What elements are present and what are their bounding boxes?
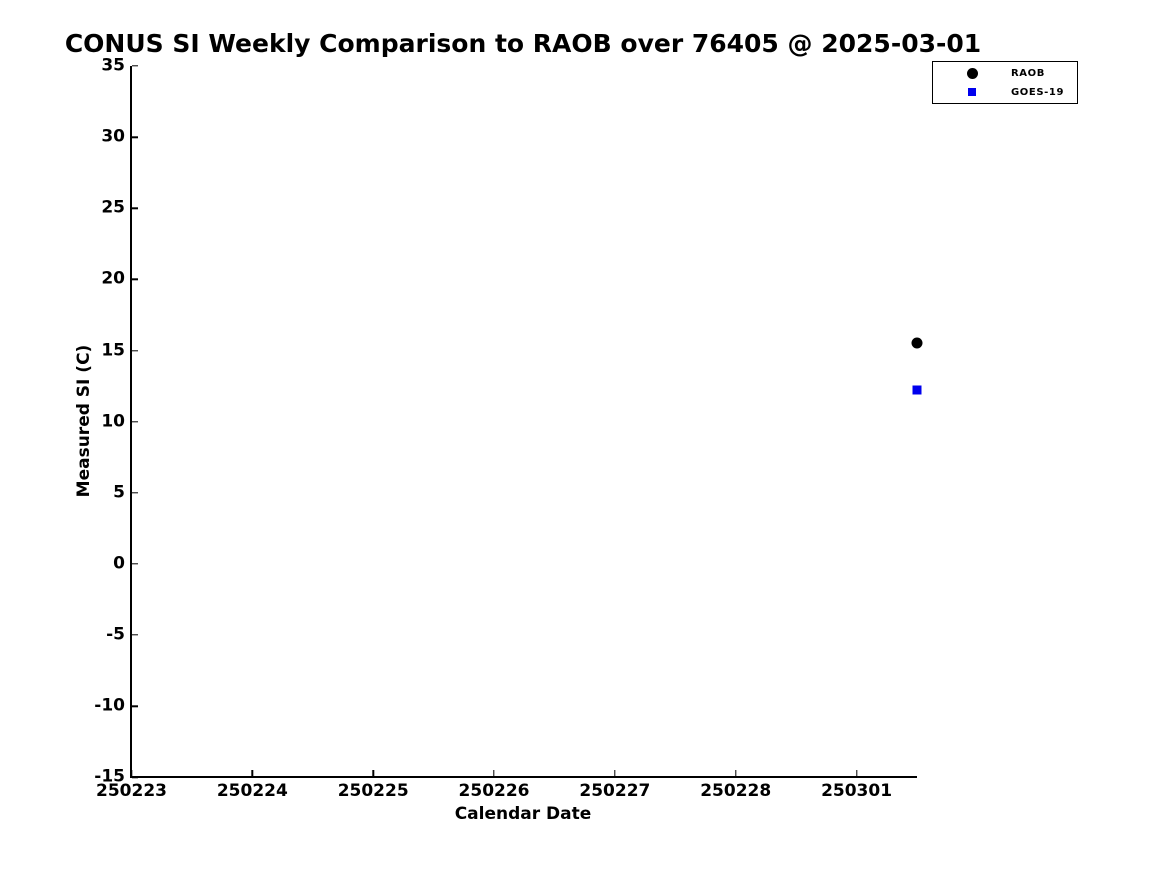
y-tick-label: 5 [113,482,125,503]
legend-label-raob: RAOB [1011,67,1045,79]
legend-label-goes-19: GOES-19 [1011,86,1065,98]
y-tick-label: 0 [113,553,125,574]
y-tick-mark [131,420,138,423]
raob-marker-box [966,67,978,79]
x-axis-line [130,776,918,778]
x-tick-label: 250227 [579,781,651,801]
x-tick-label: 250224 [216,781,288,801]
y-tick-mark [131,776,138,778]
goes-19-data-point [912,385,922,395]
y-tick-mark [131,634,138,636]
raob-circle-marker-icon [966,67,978,79]
chart-title: CONUS SI Weekly Comparison to RAOB over … [64,29,982,58]
y-tick-label: 35 [101,55,125,76]
y-tick-mark [131,136,138,138]
y-tick-mark [131,705,138,707]
x-tick-label: 250223 [96,781,167,801]
y-tick-label: 10 [101,411,125,432]
x-tick-mark [372,769,374,777]
y-tick-mark [131,65,138,67]
y-tick-label: -10 [94,695,125,716]
x-tick-label: 250228 [700,781,772,801]
y-tick-label: 25 [101,197,125,218]
raob-data-point [911,337,923,349]
goes-19-square-marker-icon [968,88,976,96]
legend-item-goes-19: GOES-19 [933,84,1077,100]
legend-item-raob: RAOB [933,65,1077,81]
x-tick-label: 250226 [458,781,530,801]
legend: RAOB GOES-19 [932,61,1078,104]
goes-19-marker-box [966,86,978,98]
x-tick-label: 250301 [821,781,893,801]
y-tick-mark [131,349,138,352]
y-axis-line [130,65,132,778]
x-tick-label: 250225 [337,781,409,801]
x-tick-mark [130,769,133,777]
y-tick-mark [131,278,138,281]
x-tick-mark [855,769,858,777]
y-tick-mark [131,207,138,209]
y-tick-label: -15 [94,766,125,787]
x-tick-mark [493,769,495,777]
y-tick-mark [131,492,138,494]
x-tick-mark [735,769,737,777]
x-axis-label: Calendar Date [454,804,592,824]
x-tick-mark [251,769,254,777]
y-tick-label: 30 [101,126,125,147]
y-tick-label: 15 [101,340,125,361]
y-tick-label: -5 [106,624,125,645]
y-tick-label: 20 [101,268,125,289]
x-tick-mark [614,769,616,777]
y-tick-mark [131,563,138,565]
